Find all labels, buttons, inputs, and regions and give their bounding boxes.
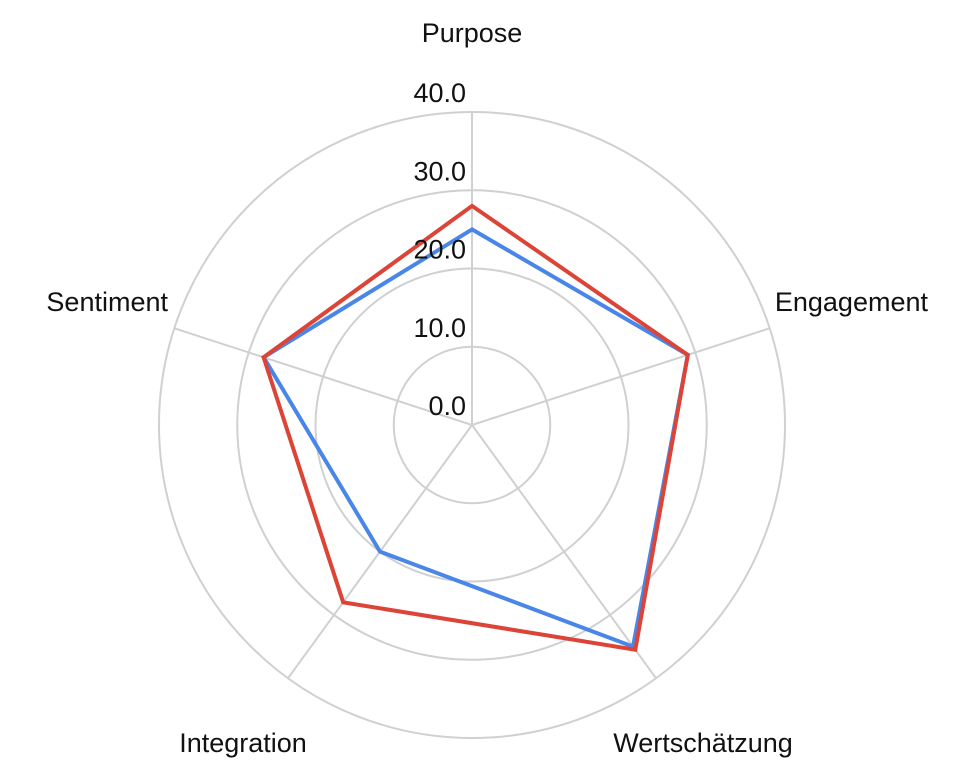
tick-labels: 0.0 10.0 20.0 30.0 40.0 bbox=[413, 78, 466, 421]
tick-label: 10.0 bbox=[413, 313, 466, 343]
tick-label: 30.0 bbox=[413, 156, 466, 186]
tick-label: 20.0 bbox=[413, 235, 466, 265]
axis-spoke bbox=[174, 327, 473, 426]
axis-label-engagement: Engagement bbox=[775, 287, 929, 317]
axis-spoke bbox=[471, 424, 657, 679]
series-2-line bbox=[261, 203, 690, 652]
tick-label: 40.0 bbox=[413, 78, 466, 108]
tick-label: 0.0 bbox=[428, 391, 466, 421]
axis-label-wertsch-tzung: Wertschätzung bbox=[613, 728, 793, 758]
axis-label-sentiment: Sentiment bbox=[46, 287, 168, 317]
axis-spoke bbox=[471, 327, 770, 426]
axis-label-integration: Integration bbox=[179, 728, 307, 758]
series-layer bbox=[260, 203, 691, 652]
axis-label-purpose: Purpose bbox=[422, 18, 523, 48]
axis-labels: Purpose Engagement Wertschätzung Integratio… bbox=[46, 18, 928, 758]
series-1-line bbox=[260, 227, 691, 650]
